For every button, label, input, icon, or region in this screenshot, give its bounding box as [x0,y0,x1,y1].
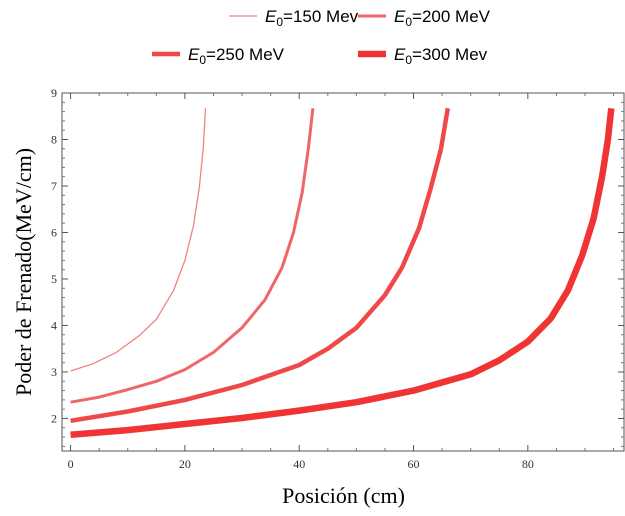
y-axis-title: Poder de Frenado(MeV/cm) [11,148,36,396]
x-tick-label: 20 [179,457,191,471]
y-tick-label: 6 [51,225,57,239]
y-tick-label: 2 [51,411,57,425]
x-axis-ticks: 0 20 40 60 80 [68,93,615,471]
legend-item-1: E0=150 Mev [229,7,359,29]
x-tick-label: 0 [68,457,74,471]
x-tick-label: 80 [522,457,534,471]
legend-item-3: E0=250 MeV [152,45,285,67]
x-axis-title: Posición (cm) [282,483,405,508]
series-lines [70,107,615,438]
y-tick-label: 4 [51,318,57,332]
series-line-2 [70,108,315,404]
series-line-3 [70,107,451,424]
legend-label: E0=300 Mev [394,45,488,67]
y-tick-label: 9 [51,86,57,100]
y-tick-label: 3 [51,365,57,379]
y-tick-label: 5 [51,272,57,286]
plot-frame [61,92,625,452]
y-tick-label: 8 [51,132,57,146]
x-tick-label: 60 [408,457,420,471]
legend-label: E0=250 MeV [188,45,285,67]
legend-item-2: E0=200 MeV [358,7,491,29]
legend-label: E0=150 Mev [265,7,359,29]
legend: E0=150 Mev E0=200 MeV E0=250 MeV E0=300 Mev [152,7,491,67]
legend-item-4: E0=300 Mev [358,45,488,67]
legend-label: E0=200 MeV [394,7,491,29]
y-tick-label: 7 [51,179,57,193]
series-line-1 [70,108,207,372]
y-axis-ticks: 2 3 4 5 6 7 8 9 [51,86,624,447]
x-tick-label: 40 [293,457,305,471]
series-line-4 [70,107,615,438]
